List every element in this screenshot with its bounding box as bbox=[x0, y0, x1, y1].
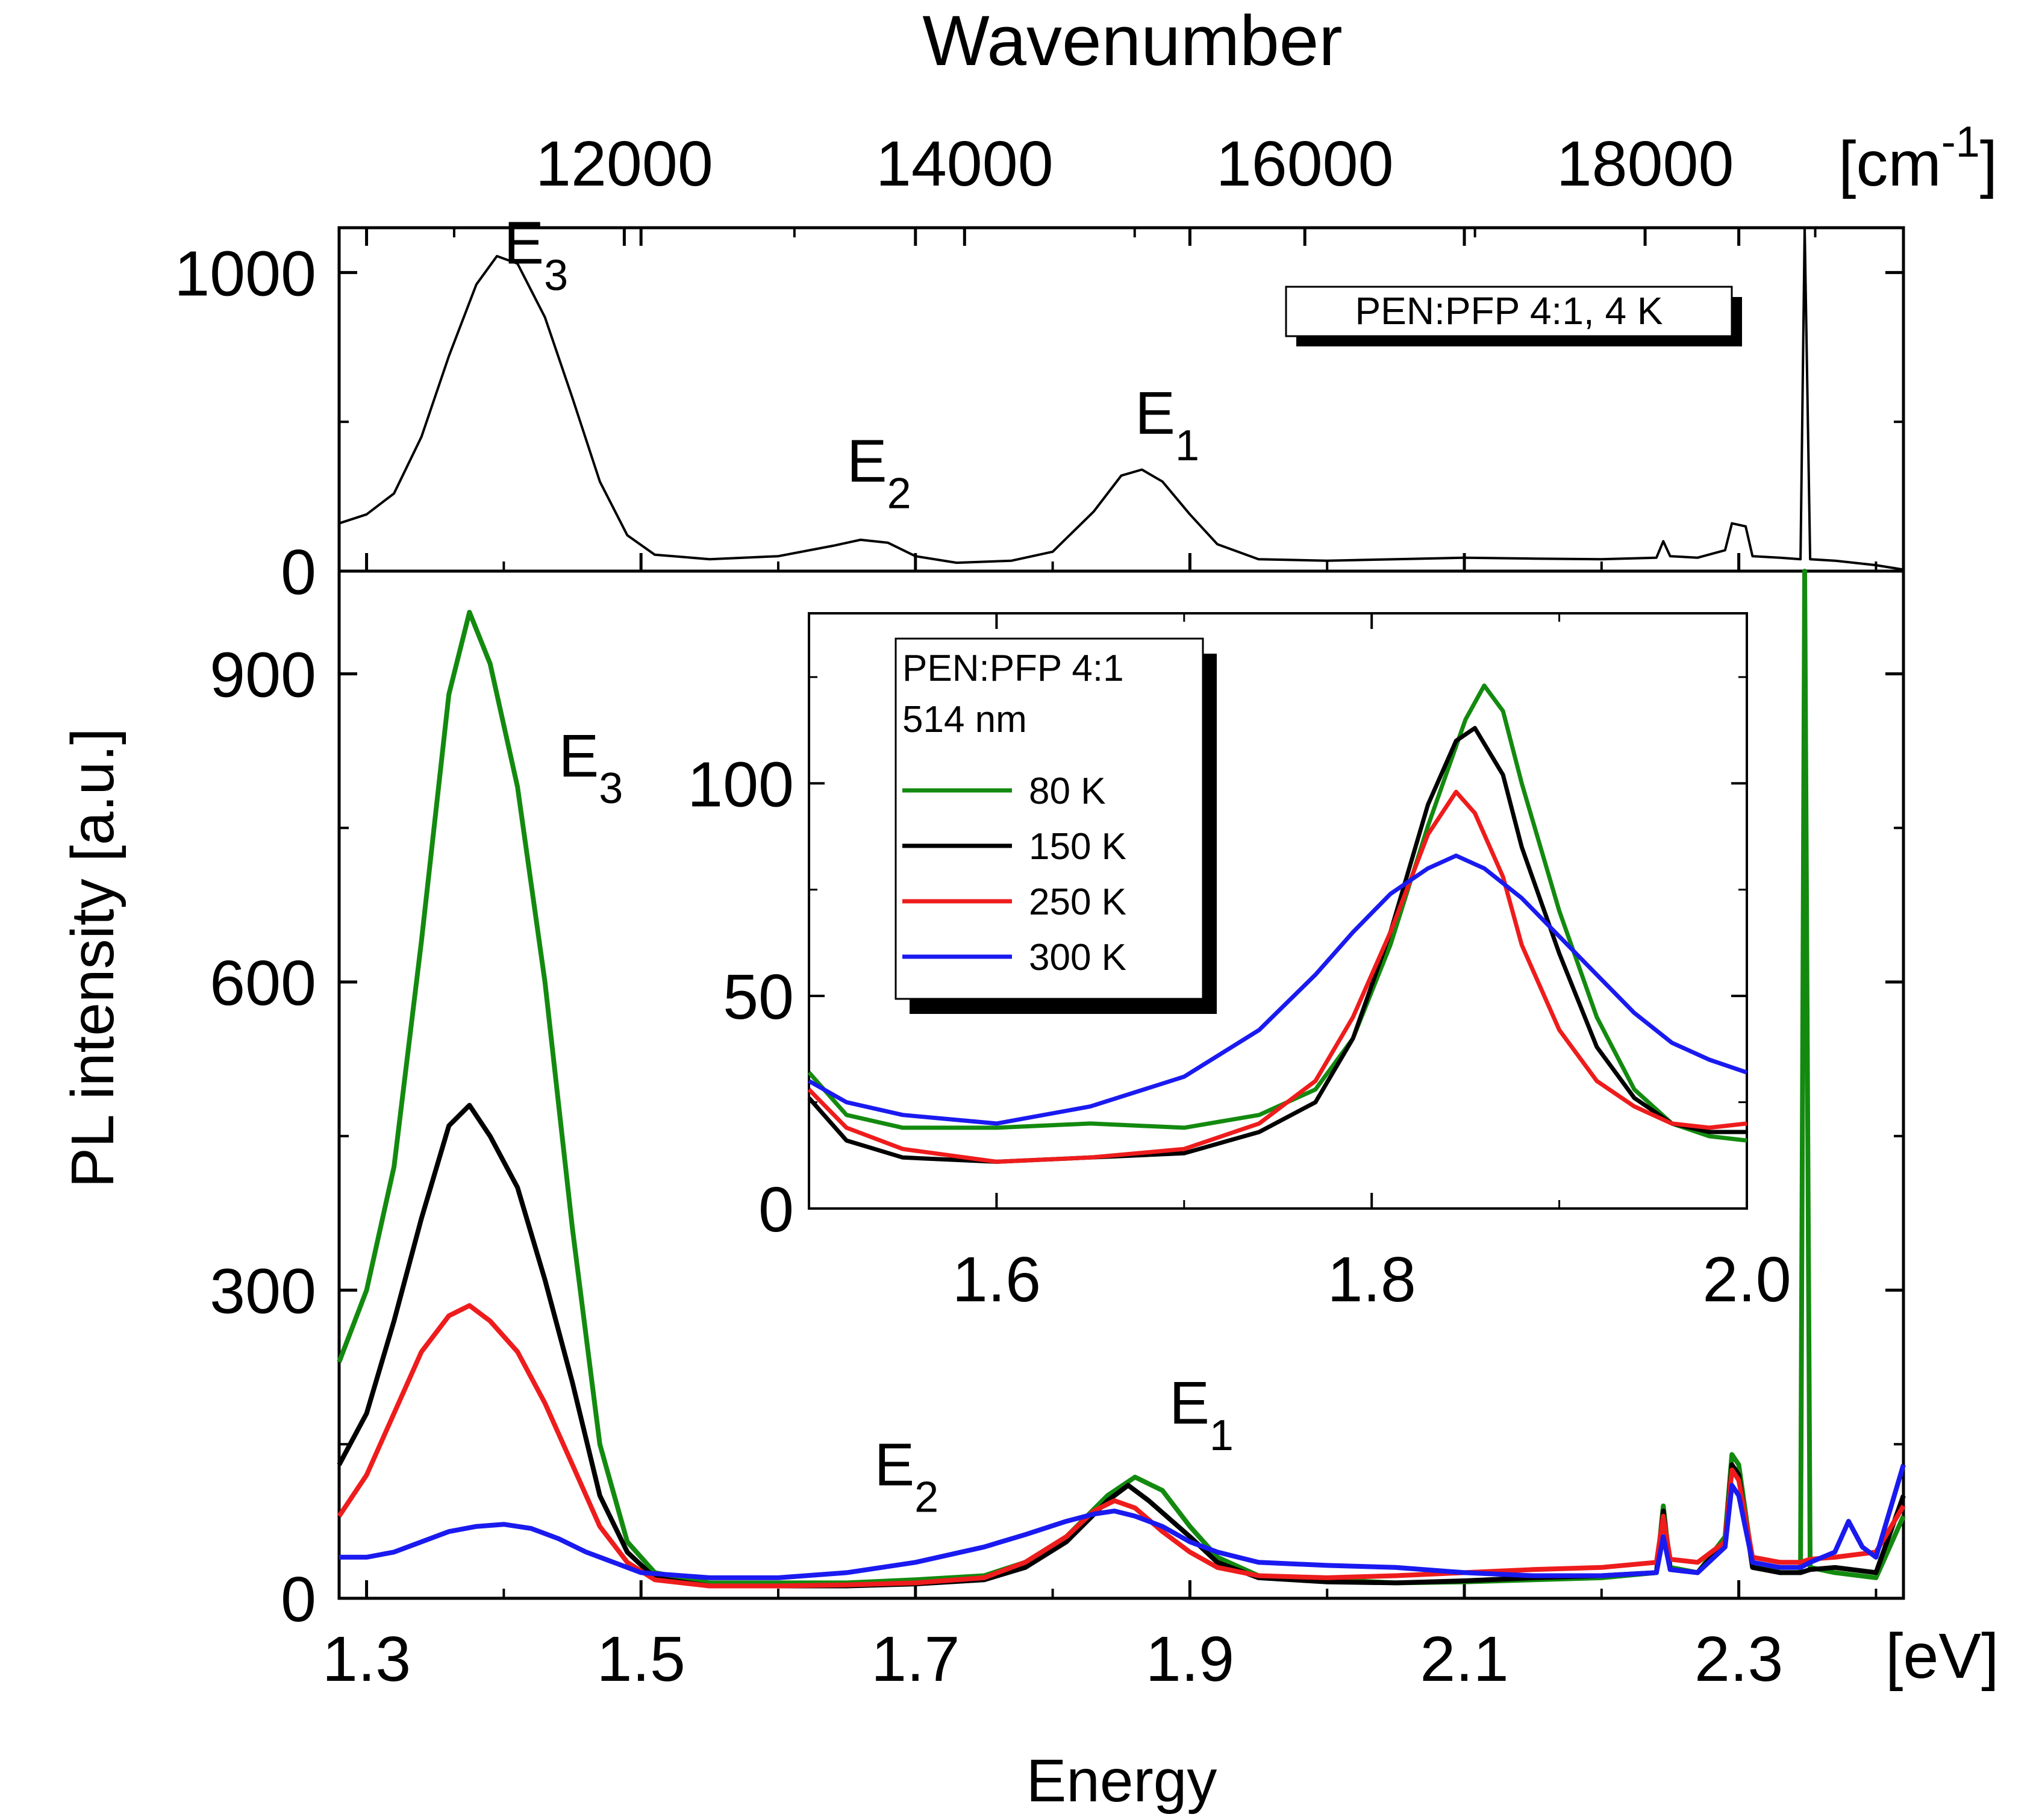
x-tick-label: 2.3 bbox=[1694, 1624, 1783, 1695]
inset-series bbox=[807, 683, 1748, 1164]
series-300-k bbox=[339, 1464, 1906, 1580]
peak-label-E3: E3 bbox=[558, 722, 623, 813]
inset-legend-title-1: PEN:PFP 4:1 bbox=[902, 648, 1124, 689]
bottom-panel-ticks: 1.3 1.5 1.7 1.9 2.1 2.3 0 300 600 900 bbox=[210, 553, 1903, 1695]
x-tick-label: 1.7 bbox=[871, 1624, 960, 1695]
x-axis-label: Energy bbox=[1026, 1747, 1217, 1815]
bottom-panel-frame bbox=[337, 569, 1905, 1600]
top-y-tick-label: 1000 bbox=[174, 238, 316, 309]
wavenumber-tick-label: 12000 bbox=[535, 128, 713, 199]
y-tick-label: 900 bbox=[210, 640, 316, 711]
series-4-k bbox=[339, 227, 1904, 571]
x-tick-label: 1.5 bbox=[596, 1624, 685, 1695]
inset-x-tick-label: 2.0 bbox=[1702, 1244, 1791, 1315]
wavenumber-tick-label: 16000 bbox=[1216, 128, 1394, 199]
y-tick-label: 0 bbox=[281, 1564, 316, 1635]
top-panel-legend: PEN:PFP 4:1, 4 K bbox=[1285, 286, 1742, 346]
inset-legend-title-2: 514 nm bbox=[902, 699, 1027, 740]
y-tick-label: 300 bbox=[210, 1256, 316, 1327]
top-panel-ticks: 12000 14000 16000 18000 0 1000 bbox=[174, 128, 1903, 608]
series-300-k bbox=[808, 853, 1748, 1126]
top-legend-text: PEN:PFP 4:1, 4 K bbox=[1355, 289, 1663, 333]
series-80-k bbox=[807, 683, 1747, 1143]
inset-ticks: 1.6 1.8 2.0 0 50 100 bbox=[687, 613, 1791, 1315]
legend-label-80-k: 80 K bbox=[1029, 771, 1106, 812]
inset-x-tick-label: 1.8 bbox=[1328, 1244, 1416, 1315]
peak-label-E1: E1 bbox=[1135, 380, 1199, 470]
series-250-k bbox=[807, 789, 1747, 1164]
legend-label-150-k: 150 K bbox=[1029, 826, 1126, 868]
peak-label-E3: E3 bbox=[504, 209, 568, 299]
inset-x-tick-label: 1.6 bbox=[952, 1244, 1041, 1315]
x-tick-label: 1.3 bbox=[322, 1624, 411, 1695]
top-axis-title: Wavenumber bbox=[922, 1, 1342, 81]
wavenumber-tick-label: 18000 bbox=[1556, 128, 1734, 199]
wavenumber-tick-label: 14000 bbox=[876, 128, 1054, 199]
legend-label-250-k: 250 K bbox=[1029, 881, 1126, 923]
bottom-panel-annotations: E3 E2 E1 bbox=[558, 722, 1233, 1521]
y-tick-label: 600 bbox=[210, 948, 316, 1019]
peak-label-E2: E2 bbox=[847, 427, 911, 518]
inset-y-tick-label: 100 bbox=[687, 749, 794, 820]
inset-y-tick-label: 50 bbox=[723, 962, 794, 1033]
series-150-k bbox=[337, 1102, 1906, 1589]
x-tick-label: 2.1 bbox=[1420, 1624, 1508, 1695]
top-axis-unit: [cm-1] bbox=[1838, 118, 1997, 199]
bottom-panel-series bbox=[337, 569, 1906, 1589]
peak-label-E2: E2 bbox=[874, 1431, 938, 1521]
inset-legend: PEN:PFP 4:1 514 nm 80 K 150 K 250 K 300 K bbox=[895, 637, 1217, 1014]
top-y-tick-label: 0 bbox=[281, 537, 316, 608]
top-panel-series bbox=[339, 227, 1904, 571]
x-axis-unit: [eV] bbox=[1885, 1621, 1999, 1692]
legend-label-300-k: 300 K bbox=[1029, 937, 1126, 978]
inset-y-tick-label: 0 bbox=[758, 1174, 794, 1245]
x-tick-label: 1.9 bbox=[1146, 1624, 1234, 1695]
y-axis-label: PL intensity [a.u.] bbox=[59, 728, 126, 1187]
top-panel-annotations: E3 E2 E1 bbox=[504, 209, 1199, 518]
peak-label-E1: E1 bbox=[1169, 1369, 1234, 1460]
